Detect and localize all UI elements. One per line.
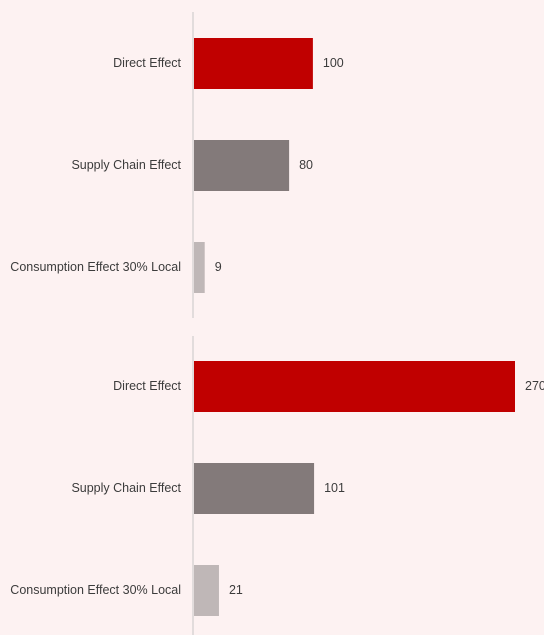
category-label-consumption: Consumption Effect 30% Local [10,260,181,274]
value-label-consumption: 21 [229,583,243,597]
bar-supply-chain [194,140,290,191]
value-label-supply-chain: 80 [299,158,313,172]
category-label-supply-chain: Supply Chain Effect [71,158,181,172]
category-label-consumption: Consumption Effect 30% Local [10,583,181,597]
chart-panel-1: Direct Effect 100 Supply Chain Effect 80 Con… [10,12,344,318]
value-label-consumption: 9 [215,260,222,274]
bar-consumption [194,565,219,616]
value-label-direct: 100 [323,56,344,70]
category-label-supply-chain: Supply Chain Effect [71,481,181,495]
value-label-supply-chain: 101 [324,481,345,495]
category-label-direct: Direct Effect [113,56,181,70]
bar-direct [194,361,515,412]
category-label-direct: Direct Effect [113,379,181,393]
bar-supply-chain [194,463,315,514]
bar-direct [194,38,313,89]
value-label-direct: 270 [525,379,544,393]
bar-consumption [194,242,205,293]
chart-panel-2: Direct Effect 270 Supply Chain Effect 101 Co… [10,336,544,635]
